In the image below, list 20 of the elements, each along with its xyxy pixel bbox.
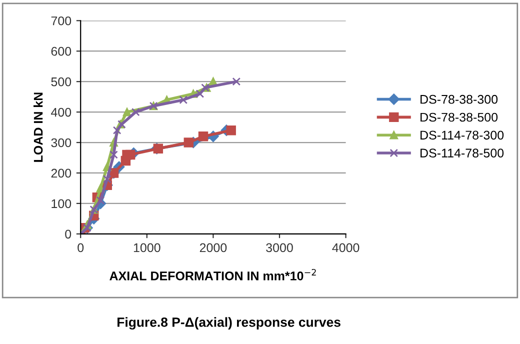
x-axis-title: AXIAL DEFORMATION IN mm*10$^{−2}$ [110, 268, 316, 280]
x-tick-label: 4000 [332, 243, 360, 252]
x-tick-label: 3000 [266, 243, 293, 252]
y-tick-label: 700 [51, 16, 72, 26]
legend-label: DS-114-78-300 [420, 130, 504, 140]
y-tick-label: 200 [51, 168, 72, 178]
y-tick-label: 500 [51, 77, 72, 86]
y-tick-label: 300 [51, 138, 72, 148]
legend-label: DS-114-78-500 [420, 148, 504, 158]
y-tick-label: 400 [51, 108, 72, 117]
y-tick-label: 0 [65, 230, 72, 239]
y-tick-label: 600 [51, 46, 72, 56]
x-tick-label: 2000 [200, 243, 227, 252]
y-tick-label: 100 [52, 199, 72, 208]
legend-label: DS-78-38-500 [420, 112, 498, 122]
x-tick-label: 1000 [134, 243, 160, 252]
legend-label: DS-78-38-300 [420, 94, 498, 104]
x-tick-label: 0 [78, 243, 84, 252]
y-axis-title: LOAD IN kN [34, 92, 43, 162]
text: Figure.8 P-Δ(axial) response curves [118, 317, 340, 330]
